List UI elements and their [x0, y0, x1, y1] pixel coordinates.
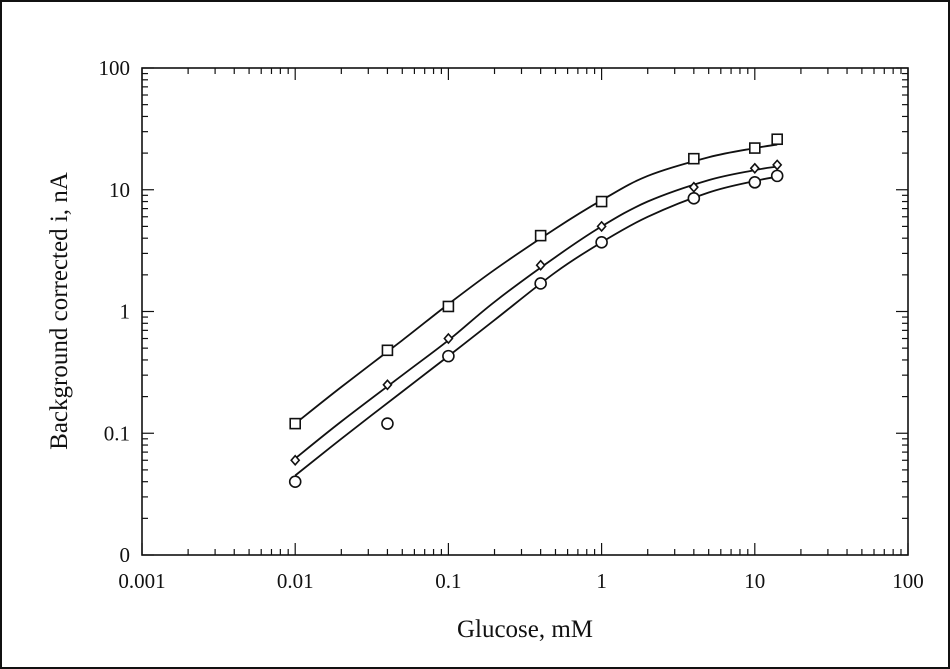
fit-curve-diamond [294, 165, 778, 460]
square-marker [595, 195, 608, 208]
x-tick-label: 0.01 [277, 569, 314, 593]
circle-marker [687, 192, 701, 205]
diamond-marker [688, 181, 699, 193]
y-tick-label: 0 [120, 543, 131, 567]
fit-lines [294, 143, 778, 477]
circle-marker [534, 277, 547, 290]
square-marker [534, 229, 547, 242]
x-tick-label: 1 [596, 569, 607, 593]
diamond-marker [596, 220, 607, 233]
y-tick-label: 1 [120, 300, 131, 324]
diamond-marker [772, 159, 783, 171]
square-marker [289, 417, 302, 430]
y-tick-label: 100 [99, 56, 131, 80]
square-marker [442, 300, 455, 313]
diamond-marker [382, 379, 393, 391]
plot-area-border [141, 67, 909, 556]
y-tick-label: 10 [109, 178, 130, 202]
square-marker [771, 133, 783, 146]
y-tick-labels: 0 0.1 1 10 100 [99, 56, 131, 567]
circle-marker [381, 417, 394, 430]
data-markers [288, 133, 784, 488]
diamond-marker [290, 454, 301, 466]
diamond-marker [535, 259, 546, 271]
circle-marker [595, 236, 608, 249]
circle-marker [442, 349, 455, 363]
x-tick-label: 100 [892, 569, 924, 593]
x-axis-title: Glucose, mM [457, 616, 593, 643]
square-marker [381, 344, 394, 357]
x-tick-label: 0.1 [435, 569, 461, 593]
y-axis-title: Background corrected i, nA [46, 172, 73, 450]
x-tick-label: 10 [744, 569, 765, 593]
diamond-marker [443, 332, 454, 345]
minor-ticks [142, 68, 908, 555]
diamond-marker [749, 162, 760, 175]
y-tick-label: 0.1 [104, 421, 130, 445]
circle-marker [748, 176, 762, 189]
circle-marker [288, 475, 302, 488]
square-marker [688, 152, 700, 165]
circle-marker [770, 169, 784, 183]
x-tick-label: 0.001 [118, 569, 165, 593]
major-ticks [141, 67, 909, 556]
square-marker [748, 142, 761, 154]
x-tick-labels: 0.001 0.01 0.1 1 10 100 [118, 569, 923, 593]
fit-curve-circle [294, 175, 778, 477]
